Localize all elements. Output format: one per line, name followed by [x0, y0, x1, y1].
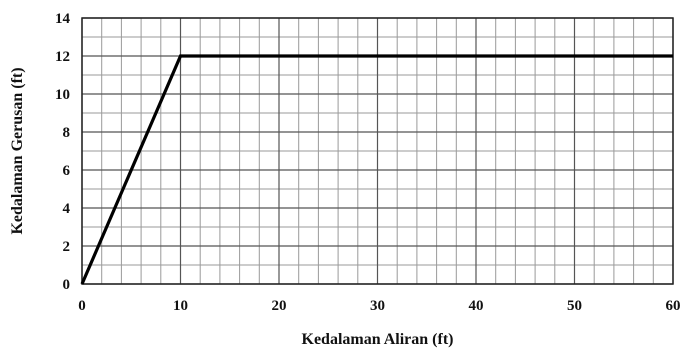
x-tick-label: 50 — [567, 298, 582, 314]
x-tick-label: 60 — [666, 298, 681, 314]
y-tick-label: 0 — [63, 277, 71, 293]
plot-frame — [81, 17, 674, 285]
series-layer — [80, 54, 673, 285]
series-line — [80, 54, 673, 285]
y-tick-label: 4 — [63, 201, 71, 217]
x-axis-ticks: 0 10 20 30 40 50 60 — [78, 298, 680, 314]
x-tick-label: 40 — [469, 298, 484, 314]
x-tick-label: 0 — [78, 298, 86, 314]
y-tick-label: 2 — [63, 239, 71, 255]
y-tick-label: 12 — [55, 49, 70, 65]
y-tick-label: 8 — [63, 125, 71, 141]
x-tick-label: 30 — [370, 298, 385, 314]
y-axis-title: Kedalaman Gerusan (ft) — [9, 67, 26, 234]
x-tick-label: 10 — [173, 298, 188, 314]
y-axis-ticks: 0 2 4 6 8 10 12 14 — [55, 11, 71, 293]
x-axis-title: Kedalaman Aliran (ft) — [302, 331, 454, 348]
x-tick-label: 20 — [272, 298, 287, 314]
y-tick-label: 6 — [63, 163, 71, 179]
y-tick-label: 14 — [55, 11, 71, 27]
y-tick-label: 10 — [55, 87, 70, 103]
